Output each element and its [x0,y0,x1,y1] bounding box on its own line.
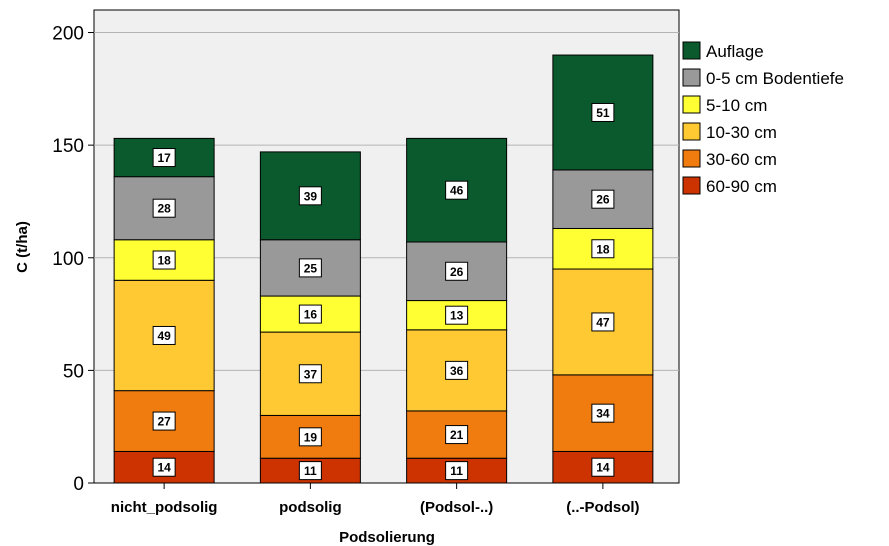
data-label: 46 [450,184,464,198]
data-label: 21 [450,428,464,442]
data-label: 28 [157,202,171,216]
data-label: 26 [596,193,610,207]
legend-swatch [682,149,701,168]
data-label: 13 [450,309,464,323]
legend-swatch [682,95,701,114]
data-label: 18 [596,242,610,256]
bars: 14 27 49 18 28 17 11 19 37 16 25 39 11 21 36 13 26 46 14 34… [113,54,654,484]
y-axis-title: C (t/ha) [14,221,31,273]
x-tick-label: (..-Podsol) [566,499,639,516]
data-label: 11 [304,464,317,478]
data-label: 27 [157,415,171,429]
x-axis-title: Podsolierung [339,529,435,546]
y-tick-label: 50 [63,361,84,382]
data-label: 16 [304,308,318,322]
data-label: 37 [304,367,318,381]
data-label-box [152,325,176,345]
data-label-box [591,457,615,477]
legend-label: 30-60 cm [706,150,777,169]
data-label: 19 [304,430,318,444]
data-label: 39 [304,189,318,203]
data-label-box [591,239,615,259]
legend-swatch [682,41,701,60]
data-label-box [298,186,322,206]
data-label-box [298,461,322,481]
x-tick-label: podsolig [279,499,342,516]
y-axis: 0 50 100 150 200 [52,24,94,495]
data-label-box [298,427,322,447]
data-label: 14 [596,461,610,475]
legend-label: 5-10 cm [706,96,767,115]
legend: Auflage 0-5 cm Bodentiefe 5-10 cm 10-30 cm 3… [682,41,844,196]
data-label-box [152,198,176,218]
legend-swatch [682,122,701,141]
data-label-box [445,360,469,380]
data-label: 17 [157,151,171,165]
bar-segment [113,279,215,392]
legend-label: Auflage [706,42,764,61]
y-tick-label: 150 [52,136,84,157]
legend-label: 60-90 cm [706,177,777,196]
data-label-box [445,180,469,200]
y-tick-label: 100 [52,249,84,270]
data-label-box [591,189,615,209]
data-label: 25 [304,261,318,275]
data-label-box [445,261,469,281]
legend-label: 0-5 cm Bodentiefe [706,69,844,88]
x-axis: nicht_podsolig podsolig (Podsol-..) (..-Pod… [111,483,640,516]
data-label: 26 [450,265,464,279]
data-label-box [152,411,176,431]
data-label: 14 [157,461,171,475]
x-tick-label: nicht_podsolig [111,499,218,516]
data-label-box [591,102,615,122]
data-label-box [298,258,322,278]
data-label-box [298,304,322,324]
data-label-box [152,457,176,477]
data-label: 11 [450,464,463,478]
data-label-box [591,403,615,423]
data-label-box [152,250,176,270]
data-label: 47 [596,315,610,329]
bar-segment [406,329,508,412]
data-label-box [445,425,469,445]
data-label: 34 [596,407,610,421]
data-label-box [445,305,469,325]
legend-swatch [682,68,701,87]
data-label-box [591,312,615,332]
legend-swatch [682,176,701,195]
data-label: 49 [157,329,171,343]
data-label: 36 [450,364,464,378]
data-label: 51 [596,106,610,120]
y-tick-label: 0 [73,474,84,495]
data-label-box [298,364,322,384]
y-tick-label: 200 [52,24,84,45]
data-label-box [152,148,176,168]
legend-label: 10-30 cm [706,123,777,142]
data-label-box [445,461,469,481]
x-tick-label: (Podsol-..) [420,499,493,516]
data-label: 18 [157,254,171,268]
